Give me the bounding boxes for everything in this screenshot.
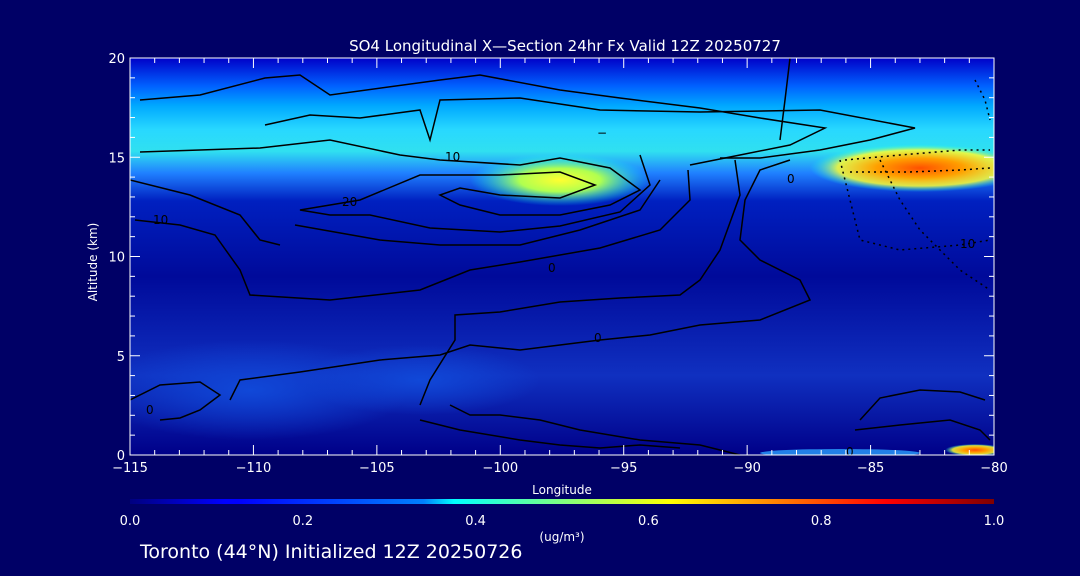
contour-label: 10 bbox=[960, 237, 975, 251]
y-tick-label: 5 bbox=[117, 350, 125, 365]
x-tick-label: −105 bbox=[359, 461, 395, 476]
y-tick-label: 10 bbox=[108, 251, 125, 266]
x-tick-label: −100 bbox=[482, 461, 518, 476]
chart-title: SO4 Longitudinal X—Section 24hr Fx Valid… bbox=[349, 37, 781, 55]
x-tick-label: −90 bbox=[733, 461, 760, 476]
contour-labels: 10 20 10 0 0 0 10 0 0 − bbox=[146, 126, 975, 459]
y-tick-label: 0 bbox=[117, 449, 125, 464]
contour-label: − bbox=[597, 126, 607, 140]
y-tick-label: 20 bbox=[108, 52, 125, 67]
footer-caption: Toronto (44°N) Initialized 12Z 20250726 bbox=[140, 541, 523, 563]
colorbar-ticks: 0.0 0.2 0.4 0.6 0.8 1.0 bbox=[120, 514, 1005, 529]
dotted-contours bbox=[839, 79, 991, 291]
colorbar bbox=[130, 499, 994, 504]
colorbar-tick-label: 0.4 bbox=[465, 514, 486, 529]
colorbar-tick-label: 0.8 bbox=[811, 514, 832, 529]
x-tick-label: −80 bbox=[980, 461, 1007, 476]
contour-label: 10 bbox=[153, 213, 168, 227]
colorbar-tick-label: 0.0 bbox=[120, 514, 141, 529]
contour-lines bbox=[130, 58, 991, 455]
colorbar-units-label: (ug/m³) bbox=[539, 530, 584, 544]
contour-label: 0 bbox=[787, 172, 795, 186]
contour-label: 10 bbox=[445, 150, 460, 164]
contour-label: 0 bbox=[548, 261, 556, 275]
contour-label: 0 bbox=[146, 403, 154, 417]
y-axis-label: Altitude (km) bbox=[86, 223, 100, 302]
colorbar-tick-label: 0.2 bbox=[292, 514, 313, 529]
contour-label: 20 bbox=[342, 195, 357, 209]
x-tick-label: −110 bbox=[236, 461, 272, 476]
x-axis-label: Longitude bbox=[532, 483, 592, 497]
y-tick-label: 15 bbox=[108, 151, 125, 166]
y-axis: 0 5 10 15 20 bbox=[108, 52, 994, 464]
x-tick-label: −85 bbox=[857, 461, 884, 476]
colorbar-tick-label: 0.6 bbox=[638, 514, 659, 529]
colorbar-tick-label: 1.0 bbox=[984, 514, 1005, 529]
x-tick-label: −95 bbox=[610, 461, 637, 476]
x-axis: −115 −110 −105 −100 −95 −90 −85 −80 bbox=[112, 58, 1008, 476]
x-tick-label: −115 bbox=[112, 461, 148, 476]
contour-label: 0 bbox=[594, 331, 602, 345]
contour-label: 0 bbox=[846, 445, 854, 459]
